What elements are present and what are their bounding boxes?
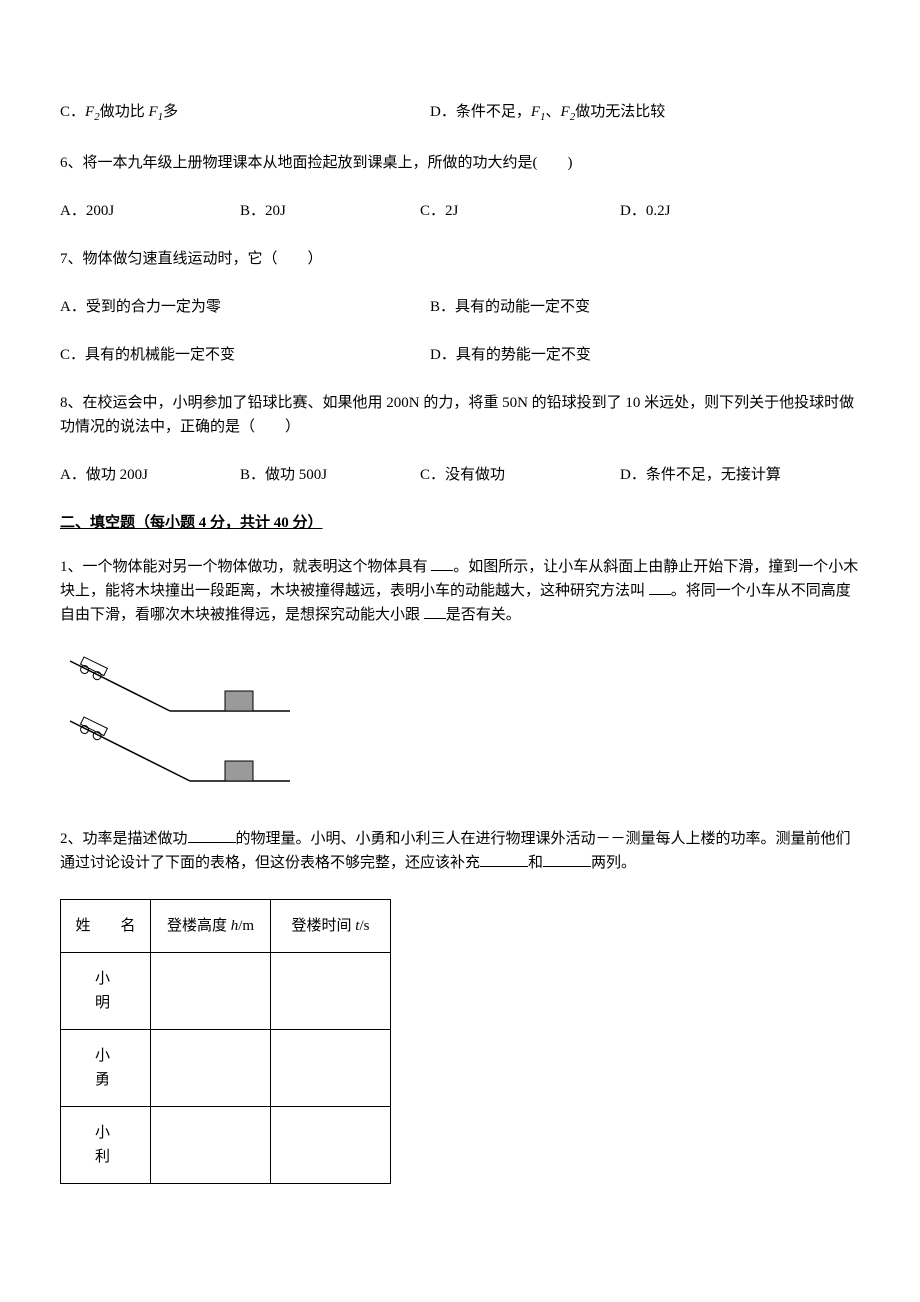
fq2-p1: 2、功率是描述做功 <box>60 831 188 847</box>
table-row: 小 勇 <box>61 1029 391 1106</box>
row1-time <box>271 952 391 1029</box>
q6-option-b: B．20J <box>240 199 420 223</box>
incline-top <box>70 657 290 711</box>
q7-options-cd: C．具有的机械能一定不变 D．具有的势能一定不变 <box>60 343 860 367</box>
q6-stem: 6、将一本九年级上册物理课本从地面捡起放到课桌上，所做的功大约是( ) <box>60 151 860 175</box>
q7-stem: 7、物体做匀速直线运动时，它（ ） <box>60 247 860 271</box>
fill-q1: 1、一个物体能对另一个物体做功，就表明这个物体具有 。如图所示，让小车从斜面上由… <box>60 555 860 627</box>
q5d-f2: F <box>561 104 570 120</box>
row2-name: 小 勇 <box>61 1029 151 1106</box>
q6-option-a: A．200J <box>60 199 240 223</box>
th-name: 姓 名 <box>61 899 151 952</box>
incline-diagram <box>60 651 860 801</box>
th-time-pre: 登楼时间 <box>292 918 356 934</box>
q5c-prefix: C． <box>60 104 85 120</box>
fq2-blank2 <box>480 852 528 867</box>
q8-option-c: C．没有做功 <box>420 463 620 487</box>
fill-q2: 2、功率是描述做功的物理量。小明、小勇和小利三人在进行物理课外活动－－测量每人上… <box>60 827 860 875</box>
q8-option-a: A．做功 200J <box>60 463 240 487</box>
q6-option-c: C．2J <box>420 199 620 223</box>
q8-option-b: B．做功 500J <box>240 463 420 487</box>
th-time: 登楼时间 t/s <box>271 899 391 952</box>
q8-option-d: D．条件不足，无接计算 <box>620 463 860 487</box>
q5d-f1: F <box>531 104 540 120</box>
table-header-row: 姓 名 登楼高度 h/m 登楼时间 t/s <box>61 899 391 952</box>
q7-option-a: A．受到的合力一定为零 <box>60 295 430 319</box>
q5-options-cd: C．F2做功比 F1多 D．条件不足，F1、F2做功无法比较 <box>60 100 860 127</box>
fq1-p4: 是否有关。 <box>446 607 521 623</box>
row3-height <box>151 1106 271 1183</box>
q7-option-d: D．具有的势能一定不变 <box>430 343 860 367</box>
row2-time <box>271 1029 391 1106</box>
q5d-sep: 、 <box>546 104 561 120</box>
table-row: 小 明 <box>61 952 391 1029</box>
q7-option-c: C．具有的机械能一定不变 <box>60 343 430 367</box>
fq2-blank3 <box>543 852 591 867</box>
row1-height <box>151 952 271 1029</box>
row1-name: 小 明 <box>61 952 151 1029</box>
q5c-post: 多 <box>163 104 178 120</box>
row3-name: 小 利 <box>61 1106 151 1183</box>
section-2-title: 二、填空题（每小题 4 分，共计 40 分） <box>60 511 860 535</box>
th-height: 登楼高度 h/m <box>151 899 271 952</box>
q8-stem: 8、在校运会中，小明参加了铅球比赛、如果他用 200N 的力，将重 50N 的铅… <box>60 391 860 439</box>
th-height-pre: 登楼高度 <box>167 918 231 934</box>
measurement-table: 姓 名 登楼高度 h/m 登楼时间 t/s 小 明 小 勇 小 利 <box>60 899 391 1184</box>
fq1-blank1 <box>431 556 453 571</box>
q5d-prefix: D．条件不足， <box>430 104 531 120</box>
q5d-post: 做功无法比较 <box>575 104 665 120</box>
q7-option-b: B．具有的动能一定不变 <box>430 295 860 319</box>
fq1-blank3 <box>424 604 446 619</box>
fq2-p3: 和 <box>528 855 543 871</box>
th-time-unit: /s <box>359 918 369 934</box>
table-row: 小 利 <box>61 1106 391 1183</box>
fq2-p4: 两列。 <box>591 855 636 871</box>
q5c-mid: 做功比 <box>100 104 149 120</box>
q5c-f2: F <box>85 104 94 120</box>
fq1-blank2 <box>649 580 671 595</box>
q5-option-d: D．条件不足，F1、F2做功无法比较 <box>430 100 860 127</box>
q5c-f1: F <box>148 104 157 120</box>
q6-option-d: D．0.2J <box>620 199 860 223</box>
th-height-unit: /m <box>238 918 254 934</box>
row3-time <box>271 1106 391 1183</box>
fq2-blank1 <box>188 828 236 843</box>
incline-bottom <box>70 717 290 781</box>
fq1-p1: 1、一个物体能对另一个物体做功，就表明这个物体具有 <box>60 559 431 575</box>
q6-options: A．200J B．20J C．2J D．0.2J <box>60 199 860 223</box>
q8-options: A．做功 200J B．做功 500J C．没有做功 D．条件不足，无接计算 <box>60 463 860 487</box>
row2-height <box>151 1029 271 1106</box>
q7-options-ab: A．受到的合力一定为零 B．具有的动能一定不变 <box>60 295 860 319</box>
incline-svg <box>60 651 300 801</box>
q5-option-c: C．F2做功比 F1多 <box>60 100 430 127</box>
